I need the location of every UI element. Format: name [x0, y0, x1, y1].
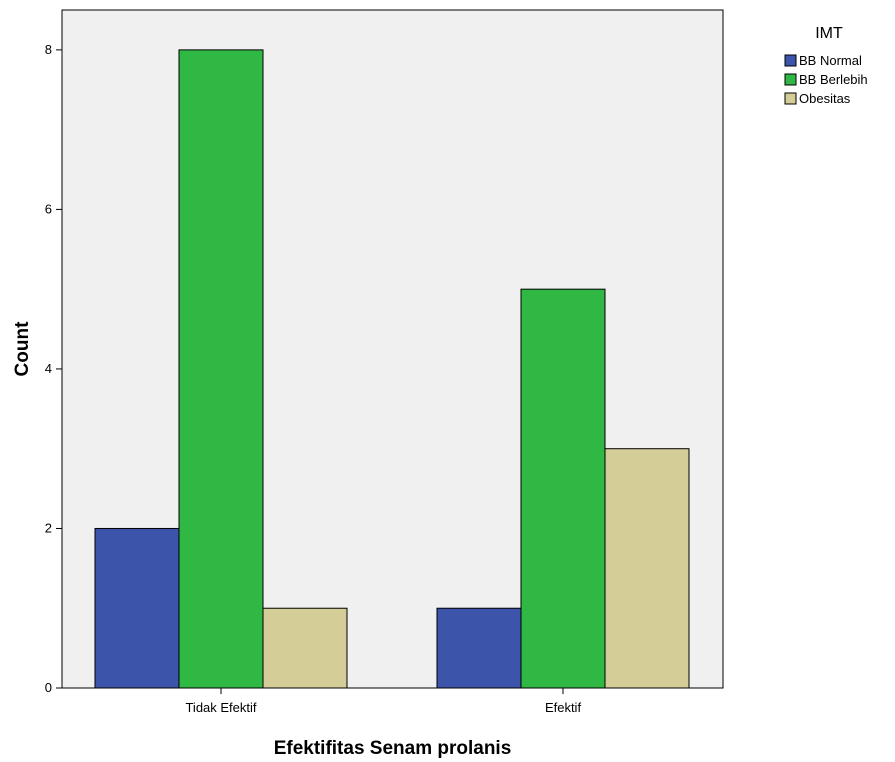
y-tick-label: 6	[45, 201, 52, 216]
legend-swatch	[784, 54, 797, 67]
x-tick-label: Tidak Efektif	[185, 700, 256, 715]
legend: IMT BB Normal BB Berlebih Obesitas	[784, 25, 868, 106]
bar-bb-normal-tidak-efektif	[94, 527, 180, 689]
legend-swatch	[784, 92, 797, 105]
bars	[94, 49, 690, 689]
y-axis-title: Count	[12, 321, 33, 377]
y-tick-label: 4	[45, 361, 52, 376]
bar-obesitas-tidak-efektif	[262, 607, 348, 689]
legend-label: Obesitas	[799, 91, 851, 106]
legend-swatch	[784, 73, 797, 86]
legend-label: BB Berlebih	[799, 72, 868, 87]
bar-bb-berlebih-efektif	[520, 288, 606, 689]
y-tick-label: 8	[45, 42, 52, 57]
bar-bb-normal-efektif	[436, 607, 522, 689]
legend-title: IMT	[815, 25, 843, 42]
x-axis: Tidak Efektif Efektif	[185, 688, 581, 715]
y-tick-label: 2	[45, 520, 52, 535]
x-axis-title: Efektifitas Senam prolanis	[274, 738, 512, 759]
y-axis: 0 2 4 6 8	[45, 42, 62, 695]
legend-label: BB Normal	[799, 53, 862, 68]
y-tick-label: 0	[45, 680, 52, 695]
x-tick-label: Efektif	[545, 700, 582, 715]
bar-bb-berlebih-tidak-efektif	[178, 49, 264, 689]
bar-obesitas-efektif	[604, 448, 690, 689]
